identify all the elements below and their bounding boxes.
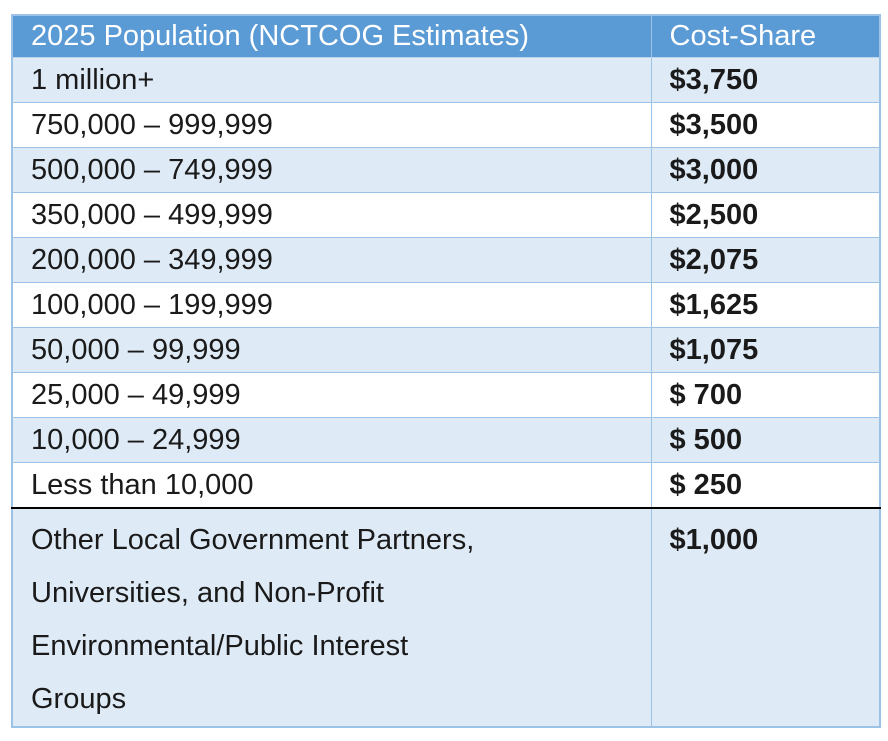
population-cell: 350,000 – 499,999 [11, 192, 652, 238]
population-cell: Other Local Government Partners, Univers… [11, 507, 652, 728]
cost-share-cell: $ 250 [650, 462, 881, 509]
population-cell: 200,000 – 349,999 [11, 237, 652, 283]
population-cell: 50,000 – 99,999 [11, 327, 652, 373]
population-cell: 25,000 – 49,999 [11, 372, 652, 418]
table-body: 1 million+ $3,750 750,000 – 999,999 $3,500 5… [11, 57, 881, 728]
table-row: 750,000 – 999,999 $3,500 [11, 102, 881, 148]
table-row: 200,000 – 349,999 $2,075 [11, 237, 881, 283]
table-row: Other Local Government Partners, Univers… [11, 507, 881, 728]
cost-share-column-header: Cost-Share [650, 14, 881, 58]
cost-share-cell: $1,000 [650, 507, 881, 728]
table-header-row: 2025 Population (NCTCOG Estimates) Cost-… [11, 14, 881, 58]
population-cell: 500,000 – 749,999 [11, 147, 652, 193]
population-cell: 100,000 – 199,999 [11, 282, 652, 328]
table-row: 25,000 – 49,999 $ 700 [11, 372, 881, 418]
table-row: Less than 10,000 $ 250 [11, 462, 881, 509]
cost-share-table: 2025 Population (NCTCOG Estimates) Cost-… [11, 14, 881, 728]
table-row: 50,000 – 99,999 $1,075 [11, 327, 881, 373]
cost-share-cell: $2,500 [650, 192, 881, 238]
table-row: 500,000 – 749,999 $3,000 [11, 147, 881, 193]
population-cell: Less than 10,000 [11, 462, 652, 509]
cost-share-cell: $1,625 [650, 282, 881, 328]
cost-share-cell: $3,750 [650, 57, 881, 103]
cost-share-cell: $2,075 [650, 237, 881, 283]
cost-share-cell: $3,000 [650, 147, 881, 193]
table-row: 350,000 – 499,999 $2,500 [11, 192, 881, 238]
cost-share-cell: $ 700 [650, 372, 881, 418]
cost-share-cell: $3,500 [650, 102, 881, 148]
population-column-header: 2025 Population (NCTCOG Estimates) [11, 14, 652, 58]
table-row: 10,000 – 24,999 $ 500 [11, 417, 881, 463]
table-row: 100,000 – 199,999 $1,625 [11, 282, 881, 328]
cost-share-cell: $1,075 [650, 327, 881, 373]
population-cell: 10,000 – 24,999 [11, 417, 652, 463]
cost-share-cell: $ 500 [650, 417, 881, 463]
population-cell: 750,000 – 999,999 [11, 102, 652, 148]
table-row: 1 million+ $3,750 [11, 57, 881, 103]
population-cell: 1 million+ [11, 57, 652, 103]
